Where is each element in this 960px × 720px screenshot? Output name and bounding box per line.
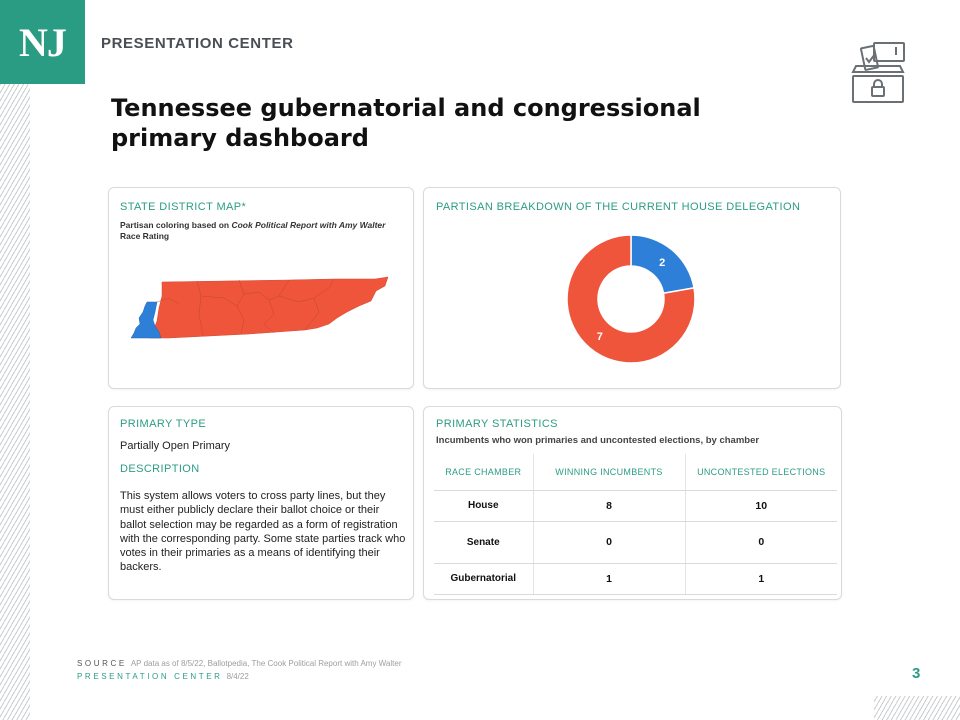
tennessee-district-map	[130, 276, 389, 339]
page-title: Tennessee gubernatorial and congressiona…	[111, 94, 701, 152]
partisan-breakdown-card: PARTISAN BREAKDOWN OF THE CURRENT HOUSE …	[423, 187, 841, 389]
page-number: 3	[912, 665, 921, 682]
primary-type-label: PRIMARY TYPE	[120, 418, 207, 430]
stats-subtitle: Incumbents who won primaries and unconte…	[436, 435, 760, 446]
donut-slice-1	[566, 234, 696, 364]
primary-statistics-card: PRIMARY STATISTICS Incumbents who won pr…	[423, 406, 842, 600]
table-cell: 8	[533, 490, 686, 522]
district-boundaries	[156, 278, 335, 337]
primary-type-card: PRIMARY TYPE Partially Open Primary DESC…	[108, 406, 414, 600]
primary-type-value: Partially Open Primary	[120, 440, 231, 452]
partisan-card-title: PARTISAN BREAKDOWN OF THE CURRENT HOUSE …	[436, 201, 801, 213]
table-cell: Senate	[434, 521, 534, 564]
table-cell: House	[434, 490, 534, 522]
partisan-donut-chart: 27	[566, 234, 696, 364]
column-header: UNCONTESTED ELECTIONS	[685, 454, 837, 491]
table-cell: Gubernatorial	[434, 563, 534, 595]
column-header: RACE CHAMBER	[434, 454, 534, 491]
table-cell: 0	[685, 521, 837, 564]
district-map-republican	[148, 276, 389, 339]
column-header: WINNING INCUMBENTS	[533, 454, 686, 491]
table-cell: 1	[533, 563, 686, 595]
donut-label-0: 2	[659, 257, 665, 269]
decorative-stripes-left	[0, 84, 30, 720]
description-text: This system allows voters to cross party…	[120, 490, 406, 574]
table-cell: 1	[685, 563, 837, 595]
source-line: SOURCE AP data as of 8/5/22, Ballotpedia,…	[77, 659, 402, 668]
map-note: Partisan coloring based on Cook Politica…	[120, 220, 386, 241]
nj-logo: NJ	[0, 0, 85, 84]
brand-name: PRESENTATION CENTER	[101, 35, 294, 52]
stats-card-title: PRIMARY STATISTICS	[436, 418, 558, 430]
table-header-row: RACE CHAMBER WINNING INCUMBENTS UNCONTES…	[434, 454, 837, 491]
presented-line: PRESENTATION CENTER 8/4/22	[77, 672, 249, 681]
ballot-box-icon	[851, 42, 905, 103]
table-cell: 0	[533, 521, 686, 564]
table-cell: 10	[685, 490, 837, 522]
state-district-map-card: STATE DISTRICT MAP* Partisan coloring ba…	[108, 187, 414, 389]
primary-statistics-table: RACE CHAMBER WINNING INCUMBENTS UNCONTES…	[434, 454, 837, 595]
table-row: Senate 0 0	[434, 521, 837, 564]
donut-label-1: 7	[597, 331, 603, 343]
table-row: Gubernatorial 1 1	[434, 563, 837, 595]
table-row: House 8 10	[434, 490, 837, 522]
district-map-democrat	[130, 301, 162, 339]
description-label: DESCRIPTION	[120, 463, 200, 475]
decorative-stripes-bottom	[874, 696, 960, 720]
map-card-title: STATE DISTRICT MAP*	[120, 201, 247, 213]
